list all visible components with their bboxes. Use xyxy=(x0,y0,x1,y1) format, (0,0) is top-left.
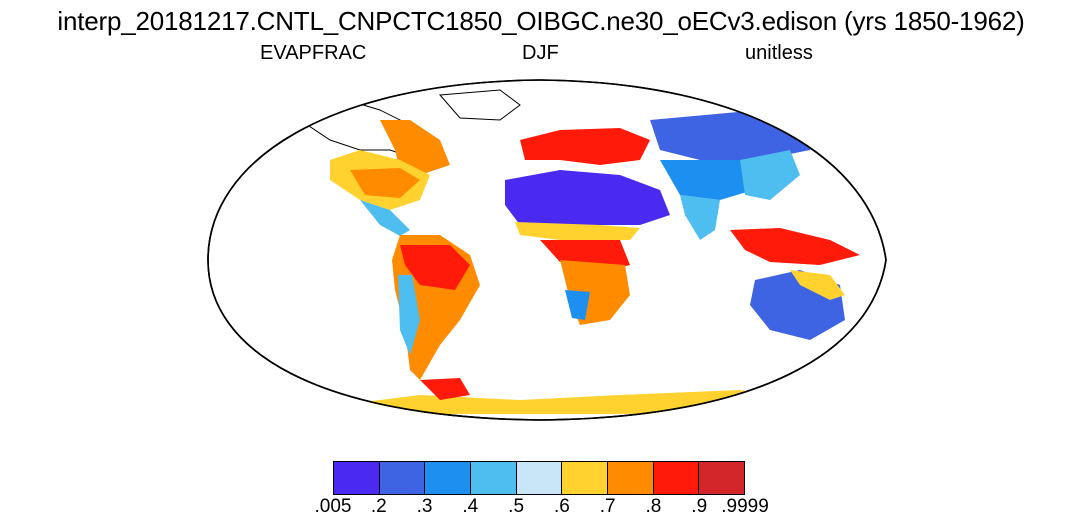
colorbar-box-1 xyxy=(379,462,426,494)
colorbar-box-8 xyxy=(699,462,745,494)
region-mexico xyxy=(360,200,410,236)
colorbar-box-0 xyxy=(334,462,380,494)
colorbar-tick-label: .9 xyxy=(691,496,708,517)
region-east-asia xyxy=(740,150,800,200)
region-kalahari xyxy=(565,290,590,320)
colorbar-tick-label: .5 xyxy=(508,496,525,517)
region-central-africa xyxy=(540,240,630,270)
colorbar-tick-label: .8 xyxy=(645,496,662,517)
region-amazon xyxy=(400,245,470,290)
region-na-east xyxy=(380,120,450,175)
colorbar-tick-label: .6 xyxy=(553,496,570,517)
colorbar-tick-label: .005 xyxy=(314,496,352,517)
region-antarctica-red xyxy=(420,378,470,400)
colorbar-box-3 xyxy=(471,462,517,494)
region-sahara xyxy=(505,170,670,228)
colorbar-tick-label: .2 xyxy=(370,496,387,517)
colorbar xyxy=(333,461,745,495)
region-europe xyxy=(520,128,650,165)
region-india xyxy=(680,195,720,240)
colorbar-labels: .005 .2 .3 .4 .5 .6 .7 .8 .9 .9999 xyxy=(0,496,1082,518)
colorbar-box-6 xyxy=(608,462,654,494)
region-sahel xyxy=(515,222,640,240)
colorbar-box-5 xyxy=(562,462,609,494)
region-andes xyxy=(398,275,420,355)
colorbar-tick-label: .9999 xyxy=(721,496,769,517)
region-na-center xyxy=(350,168,420,198)
colorbar-tick-label: .3 xyxy=(416,496,433,517)
colorbar-box-7 xyxy=(653,462,700,494)
variable-label: EVAPFRAC xyxy=(260,42,367,64)
region-indonesia xyxy=(730,228,860,265)
units-label: unitless xyxy=(745,42,813,64)
colorbar-box-4 xyxy=(516,462,563,494)
plot-title: interp_20181217.CNTL_CNPCTC1850_OIBGC.ne… xyxy=(57,6,1025,36)
region-australia-coast xyxy=(790,270,845,300)
season-label: DJF xyxy=(522,42,559,64)
colorbar-box-2 xyxy=(425,462,472,494)
colorbar-tick-label: .4 xyxy=(462,496,479,517)
region-greenland xyxy=(438,89,521,121)
colorbar-tick-label: .7 xyxy=(599,496,616,517)
